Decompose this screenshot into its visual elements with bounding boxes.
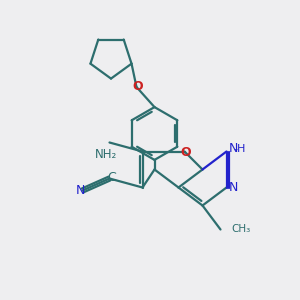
Text: C: C [107,171,116,184]
Text: O: O [181,146,191,160]
Text: N: N [228,142,238,155]
Text: N: N [75,184,85,197]
Text: NH₂: NH₂ [95,148,117,161]
Text: O: O [133,80,143,94]
Text: -H: -H [234,143,246,154]
Text: N: N [228,181,238,194]
Text: CH₃: CH₃ [231,224,250,235]
